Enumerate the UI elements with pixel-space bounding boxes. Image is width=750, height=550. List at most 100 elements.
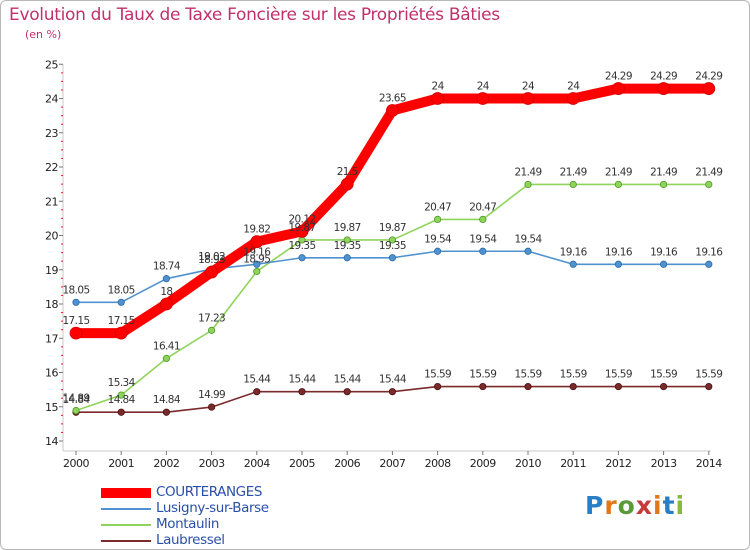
data-point (657, 82, 670, 95)
data-label: 20.12 (288, 213, 315, 225)
x-tick-label: 2000 (63, 457, 89, 470)
data-point (117, 298, 125, 306)
y-tick-label: 14 (45, 435, 58, 448)
data-label: 18.05 (108, 284, 135, 296)
logo-letter: o (617, 491, 636, 520)
data-label: 19.16 (695, 246, 723, 258)
data-label: 19.16 (243, 246, 271, 258)
data-point (253, 267, 261, 276)
data-point (702, 82, 716, 95)
data-label: 14.84 (62, 394, 90, 406)
legend-swatch (101, 508, 151, 510)
data-point (705, 260, 713, 268)
data-label: 14.84 (108, 394, 136, 406)
data-label: 24 (432, 81, 445, 93)
legend-swatch (101, 524, 151, 526)
data-label: 15.44 (243, 374, 271, 386)
data-point (524, 382, 532, 391)
data-point (705, 382, 713, 391)
data-label: 15.59 (424, 369, 451, 381)
data-label: 15.59 (605, 369, 632, 381)
chart-title: Evolution du Taux de Taxe Foncière sur l… (9, 5, 500, 25)
data-point (340, 177, 354, 191)
y-tick-label: 17 (45, 332, 58, 345)
data-label: 19.54 (424, 233, 452, 245)
data-point (343, 388, 351, 396)
data-label: 14.89 (62, 393, 89, 405)
data-label: 18.74 (153, 261, 181, 273)
data-point (343, 254, 351, 262)
data-point (612, 82, 625, 95)
data-point (433, 215, 442, 224)
logo-letter: i (675, 491, 686, 520)
data-label: 19.54 (469, 233, 497, 245)
data-point (162, 354, 170, 363)
data-point (162, 275, 170, 283)
x-tick-label: 2006 (334, 457, 360, 470)
data-point (659, 180, 668, 189)
data-point (159, 297, 173, 311)
data-label: 21.49 (695, 166, 722, 178)
data-label: 18.95 (243, 253, 270, 265)
data-point (343, 236, 351, 244)
y-axis-unit-label: (en %) (25, 28, 62, 41)
data-point (117, 408, 125, 416)
data-label: 24.29 (695, 71, 722, 83)
logo-letter: P (585, 491, 605, 520)
data-point (253, 388, 261, 396)
y-tick-label: 15 (45, 401, 58, 414)
data-labels: 14.84 14.84 14.84 14.99 15.44 15.44 15.44 15.44… (62, 71, 723, 407)
legend-label: Laubressel (156, 532, 225, 548)
data-label: 15.59 (514, 369, 541, 381)
data-label: 15.44 (288, 374, 316, 386)
data-label: 21.49 (605, 166, 632, 178)
data-label: 21.49 (514, 166, 541, 178)
data-point (614, 180, 623, 189)
legend-swatch (101, 540, 151, 542)
data-point (388, 254, 396, 262)
logo-letter: r (604, 491, 618, 520)
data-point (433, 247, 442, 255)
data-label: 21.5 (337, 166, 358, 178)
data-point (566, 92, 580, 105)
data-point (705, 180, 713, 189)
data-point (521, 92, 535, 105)
data-label: 16.41 (153, 340, 180, 352)
data-label: 14.84 (153, 394, 181, 406)
data-point (295, 224, 309, 238)
y-tick-label: 20 (45, 230, 58, 243)
data-label: 20.47 (424, 201, 451, 213)
data-label: 14.99 (198, 389, 225, 401)
data-point (208, 403, 216, 411)
y-tick-label: 24 (45, 93, 58, 106)
data-point (524, 180, 532, 189)
data-point (614, 382, 623, 391)
data-label: 17.15 (62, 315, 89, 327)
y-tick-label: 25 (45, 58, 58, 71)
data-point (431, 92, 445, 105)
data-point (253, 260, 261, 268)
y-tick-label: 23 (45, 127, 58, 140)
data-label: 19.35 (379, 240, 406, 252)
data-label: 15.34 (108, 377, 136, 389)
data-label: 20.47 (469, 201, 496, 213)
data-point (479, 247, 487, 255)
data-point (72, 406, 80, 415)
data-point (479, 382, 487, 391)
legend-label: COURTERANGES (156, 484, 263, 500)
data-label: 15.59 (560, 369, 587, 381)
data-label: 24 (477, 81, 490, 93)
data-label: 19.87 (379, 222, 406, 234)
x-tick-label: 2013 (651, 457, 677, 470)
logo-letter: x (635, 491, 653, 520)
data-point (433, 382, 442, 391)
x-tick-label: 2010 (515, 457, 541, 470)
data-label: 18.93 (198, 254, 225, 266)
x-tick-label: 2011 (560, 457, 586, 470)
x-tick-label: 2001 (108, 457, 134, 470)
data-label: 23.65 (379, 92, 406, 104)
data-point (250, 235, 264, 249)
data-label: 19.02 (198, 251, 225, 263)
